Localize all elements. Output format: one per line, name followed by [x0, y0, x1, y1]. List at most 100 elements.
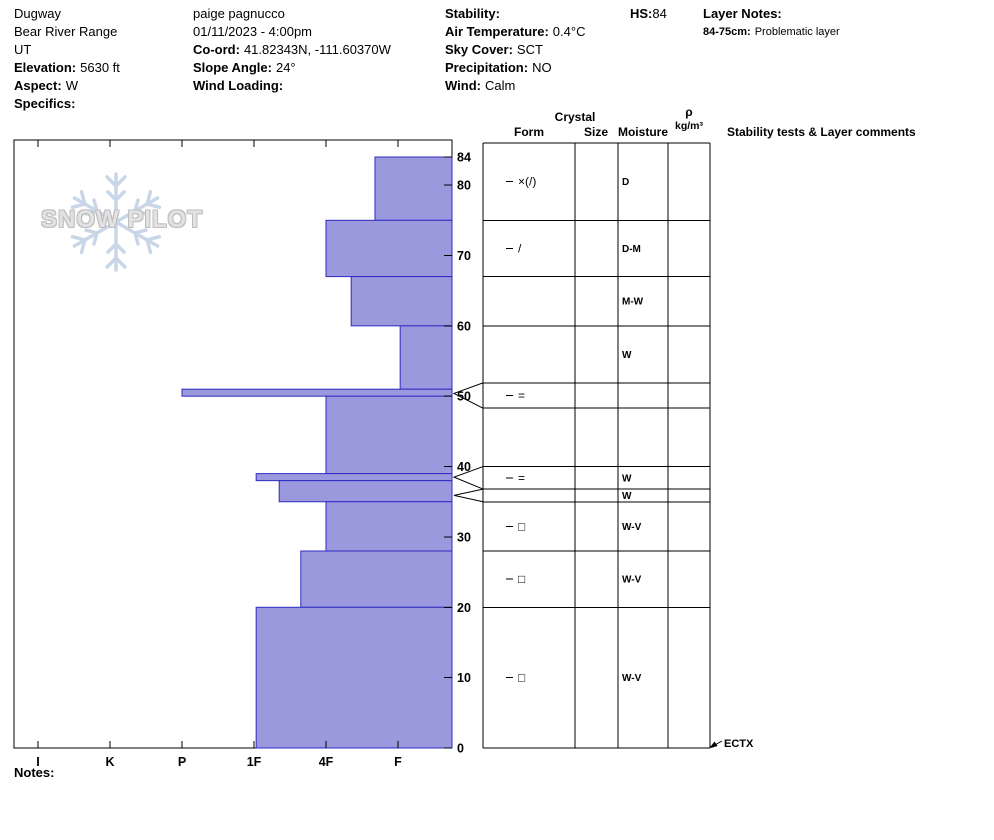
- precipitation: Precipitation: NO: [445, 59, 585, 77]
- aspect-label: Aspect:: [14, 78, 62, 93]
- hs-column: HS:84: [630, 5, 667, 23]
- elevation-label: Elevation:: [14, 60, 77, 75]
- air-temp-value: 0.4°C: [552, 24, 586, 39]
- site-specifics: Specifics:: [14, 95, 120, 113]
- hs-label: HS:: [630, 6, 653, 21]
- precipitation-label: Precipitation:: [445, 60, 529, 75]
- hardness-axis-label: K: [105, 755, 114, 769]
- layer-note-text: Problematic layer: [754, 26, 840, 38]
- specifics-label: Specifics:: [14, 96, 76, 111]
- moisture-header: Moisture: [618, 125, 668, 139]
- hardness-axis-label: 1F: [247, 755, 262, 769]
- snow-layer-bar: [325, 219, 453, 278]
- grain-form-symbol: □: [518, 519, 525, 533]
- slope-angle: Slope Angle: 24°: [193, 59, 391, 77]
- air-temp-label: Air Temperature:: [445, 24, 549, 39]
- aspect-value: W: [65, 78, 78, 93]
- snow-layer-bar: [325, 395, 453, 475]
- site-info-column: Dugway Bear River Range UT Elevation: 563…: [14, 5, 120, 113]
- hardness-axis-label: F: [394, 755, 402, 769]
- precipitation-value: NO: [532, 60, 552, 75]
- thin-layer-leader: [452, 466, 484, 490]
- snow-layer-bar: [181, 388, 453, 397]
- moisture-value: D-M: [622, 244, 641, 255]
- grain-form-symbol: □: [518, 572, 525, 586]
- comments-header: Stability tests & Layer comments: [727, 125, 916, 139]
- density-header: ρ: [685, 105, 692, 119]
- observation-datetime: 01/11/2023 - 4:00pm: [193, 24, 313, 39]
- wind-loading-label: Wind Loading:: [193, 78, 284, 93]
- slope-angle-value: 24°: [275, 60, 296, 75]
- observer-name: paige pagnucco: [193, 6, 285, 21]
- density-units-header: kg/m³: [675, 120, 704, 132]
- snow-layer-bar: [399, 325, 453, 390]
- wind: Wind: Calm: [445, 77, 585, 95]
- snow-layer-bar: [278, 480, 453, 503]
- total-snow-height: HS:84: [630, 5, 667, 23]
- snow-layer-bar: [255, 473, 453, 482]
- depth-axis-label: 60: [457, 319, 471, 333]
- moisture-value: W-V: [622, 575, 642, 586]
- depth-axis-label: 50: [457, 390, 471, 404]
- air-temperature: Air Temperature: 0.4°C: [445, 23, 585, 41]
- size-header: Size: [584, 125, 608, 139]
- snow-layer-bar: [300, 550, 453, 608]
- snow-layer-bar: [325, 501, 453, 552]
- depth-axis-label: 0: [457, 742, 464, 756]
- coord-value: 41.82343N, -111.60370W: [243, 42, 391, 57]
- stability-test-arrowhead: [709, 741, 718, 749]
- moisture-value: W: [622, 350, 632, 361]
- coord-label: Co-ord:: [193, 42, 240, 57]
- grain-form-symbol: =: [518, 471, 525, 485]
- moisture-value: W-V: [622, 522, 642, 533]
- depth-axis-label: 40: [457, 460, 471, 474]
- moisture-value: W: [622, 473, 632, 484]
- layer-note-range: 84-75cm:: [703, 26, 751, 38]
- depth-axis-label: 20: [457, 601, 471, 615]
- stability-test-result: ECTX: [724, 738, 754, 750]
- notes-label: Notes:: [14, 765, 55, 780]
- depth-axis-label: 70: [457, 249, 471, 263]
- stability: Stability:: [445, 5, 585, 23]
- sky-cover-value: SCT: [516, 42, 543, 57]
- site-range: Bear River Range: [14, 24, 118, 39]
- coordinates: Co-ord: 41.82343N, -111.60370W: [193, 41, 391, 59]
- depth-axis-label: 10: [457, 671, 471, 685]
- snow-layer-bar: [374, 156, 453, 221]
- layer-notes-column: Layer Notes: 84-75cm: Problematic layer: [703, 5, 840, 41]
- moisture-value: M-W: [622, 297, 644, 308]
- sky-cover-label: Sky Cover:: [445, 42, 513, 57]
- depth-axis-label: 80: [457, 179, 471, 193]
- grain-form-symbol: =: [518, 389, 525, 403]
- hardness-axis-label: P: [178, 755, 186, 769]
- site-state: UT: [14, 42, 32, 57]
- form-header: Form: [514, 125, 544, 139]
- stability-label: Stability:: [445, 6, 500, 21]
- layer-note-item: 84-75cm: Problematic layer: [703, 23, 840, 41]
- snowpilot-logo: SNOW PILOT: [36, 168, 208, 276]
- grain-form-symbol: □: [518, 671, 525, 685]
- layer-notes-label: Layer Notes:: [703, 6, 782, 21]
- snow-layer-bar: [255, 606, 453, 749]
- stability-test-leader: [712, 740, 723, 747]
- wind-label: Wind:: [445, 78, 481, 93]
- moisture-value: D: [622, 177, 629, 188]
- grain-form-symbol: ×(/): [518, 175, 536, 189]
- depth-axis-label: 30: [457, 530, 471, 544]
- site-elevation: Elevation: 5630 ft: [14, 59, 120, 77]
- elevation-value: 5630 ft: [80, 60, 120, 75]
- logo-text: SNOW PILOT: [41, 206, 203, 233]
- moisture-value: W-V: [622, 673, 642, 684]
- layer-notes-heading: Layer Notes:: [703, 5, 840, 23]
- site-name: Dugway: [14, 6, 61, 21]
- depth-axis-label: 84: [457, 151, 471, 165]
- thin-layer-leader: [452, 382, 484, 409]
- sky-cover: Sky Cover: SCT: [445, 41, 585, 59]
- grain-form-symbol: /: [518, 241, 522, 255]
- hardness-axis-label: 4F: [319, 755, 334, 769]
- crystal-header: Crystal: [555, 110, 596, 124]
- conditions-column: Stability: Air Temperature: 0.4°C Sky Cov…: [445, 5, 585, 95]
- slope-angle-label: Slope Angle:: [193, 60, 272, 75]
